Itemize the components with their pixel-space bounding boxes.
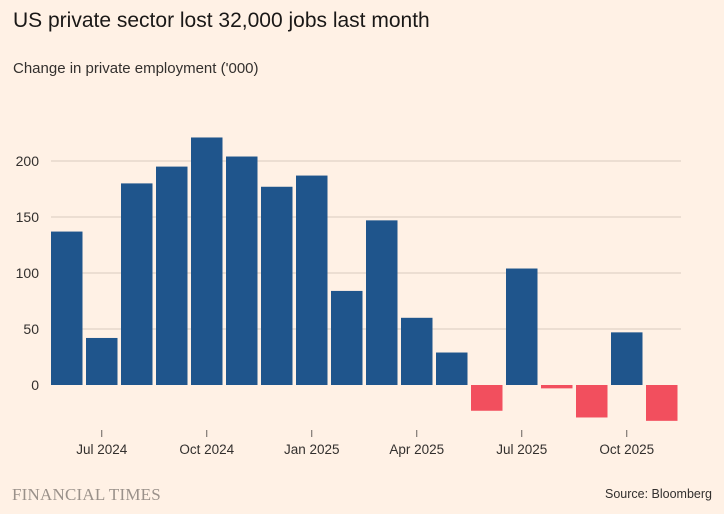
source-note: Source: Bloomberg (604, 487, 712, 501)
chart-title: US private sector lost 32,000 jobs last … (13, 9, 430, 32)
y-tick-label: 100 (16, 265, 40, 281)
x-tick-label: Jul 2025 (496, 442, 547, 457)
bar-mar-2025 (366, 220, 398, 385)
bar-feb-2025 (331, 290, 363, 385)
x-tick-label: Apr 2025 (389, 442, 444, 457)
bar-sep-2025 (576, 385, 608, 418)
bar-jul-2024 (86, 337, 118, 385)
y-tick-label: 0 (31, 377, 39, 393)
bar-jul-2025 (506, 268, 538, 385)
bar-jan-2025 (296, 175, 328, 385)
bar-jun-2024 (51, 231, 83, 385)
bar-sep-2024 (156, 166, 188, 385)
x-tick-label: Oct 2024 (179, 442, 234, 457)
x-tick-label: Jan 2025 (284, 442, 340, 457)
y-tick-label: 150 (16, 209, 40, 225)
bar-nov-2024 (226, 156, 258, 385)
x-tick-label: Jul 2024 (76, 442, 128, 457)
y-tick-label: 200 (16, 153, 40, 169)
bar-jun-2025 (471, 385, 503, 411)
y-tick-label: 50 (23, 321, 39, 337)
bar-may-2025 (436, 352, 468, 385)
bar-apr-2025 (401, 317, 433, 385)
x-tick-label: Oct 2025 (599, 442, 654, 457)
ft-logo: FINANCIAL TIMES (12, 485, 161, 504)
bar-oct-2024 (191, 137, 223, 385)
bar-nov-2025 (646, 385, 678, 421)
bar-oct-2025 (611, 332, 643, 385)
bar-dec-2024 (261, 186, 293, 385)
bar-aug-2024 (121, 183, 153, 385)
chart-subtitle: Change in private employment ('000) (13, 60, 259, 77)
bar-aug-2025 (541, 385, 573, 389)
